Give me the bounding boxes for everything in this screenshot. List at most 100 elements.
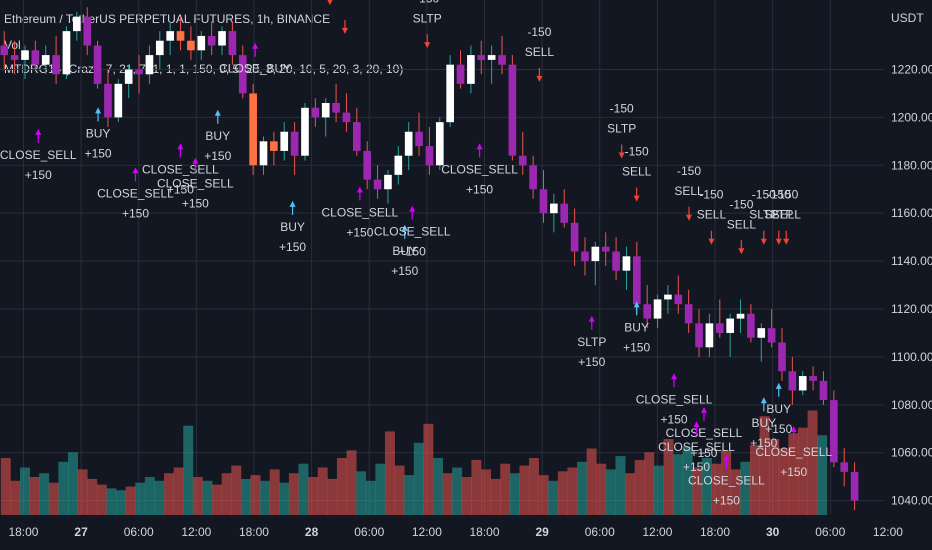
volume-bar [452, 467, 463, 515]
volume-bar [442, 473, 453, 515]
time-tick-label: 18:00 [469, 525, 499, 539]
candle-body [62, 31, 71, 75]
candle-body [21, 50, 29, 60]
candle-body [819, 380, 828, 401]
price-tick-label: 1180.00 [891, 158, 932, 172]
buy-arrow-icon [401, 224, 408, 239]
candle-body [373, 179, 382, 190]
candle-body [290, 131, 299, 156]
price-tick-label: 1140.00 [891, 254, 932, 268]
signal-label: +150 [661, 412, 688, 426]
candle-body [93, 45, 102, 84]
candle-body [508, 64, 517, 156]
candle-body [653, 299, 662, 319]
signal-label: +150 [182, 197, 209, 211]
signal-label: CLOSE_SELL [666, 426, 743, 440]
volume-bar [212, 484, 223, 515]
candle-body [446, 64, 454, 123]
signal-label: BUY [751, 416, 776, 430]
volume-bar [394, 465, 405, 515]
volume-bar [663, 439, 674, 515]
candle-body [695, 323, 703, 348]
close-arrow-icon [476, 143, 483, 158]
candle-body [83, 16, 92, 46]
volume-bar [39, 473, 50, 515]
candle-body [456, 64, 465, 84]
candle-body [52, 55, 60, 75]
signal-label: -150 [527, 25, 551, 39]
signal-label: BUY [624, 320, 649, 334]
signal-label: CLOSE_SELL [157, 177, 234, 191]
candle-body [73, 16, 81, 32]
close-arrow-icon [356, 186, 363, 201]
volume-bar [625, 473, 636, 515]
volume-bar [404, 475, 415, 515]
signal-label: SELL [674, 184, 704, 198]
candle-body [124, 69, 133, 84]
volume-bar [336, 458, 347, 515]
volume-bar [106, 488, 117, 515]
close-arrow-icon [132, 167, 139, 182]
candle-body [539, 189, 548, 214]
close-arrow-icon [177, 143, 184, 158]
candle-body [612, 251, 620, 271]
volume-bar [317, 467, 328, 515]
close-arrow-icon [693, 421, 700, 436]
signal-label: +150 [466, 182, 493, 196]
signal-label: +150 [683, 460, 710, 474]
close-arrow-icon [671, 373, 678, 388]
volume-bar [250, 475, 261, 515]
close-arrow-icon [723, 454, 730, 469]
candle-body [114, 83, 123, 118]
candle-body [622, 256, 631, 271]
volume-bar [154, 480, 165, 515]
volume-bar [384, 431, 395, 515]
buy-arrow-icon [289, 200, 296, 215]
signal-label: -150 [610, 101, 634, 115]
sell-arrow-icon [633, 187, 640, 202]
candle-body [830, 400, 838, 463]
price-tick-label: 1200.00 [891, 110, 932, 124]
volume-bar [557, 471, 568, 515]
candle-body [301, 107, 309, 156]
candle-body [10, 55, 19, 60]
candle-body [809, 376, 817, 381]
volume-bar [471, 459, 482, 515]
candle-body [591, 246, 600, 262]
volume-bar [298, 463, 309, 515]
volume-bar [529, 458, 540, 515]
buy-arrow-icon [214, 109, 221, 124]
volume-bar [423, 423, 434, 515]
signal-label: CLOSE_SELL [0, 148, 77, 162]
signal-label: -150 [677, 164, 701, 178]
candle-body [384, 174, 392, 190]
volume-bar [327, 478, 338, 515]
sell-arrow-icon [327, 0, 333, 6]
candle-body [840, 462, 849, 472]
candle-body [187, 40, 195, 51]
candle-body [518, 155, 527, 166]
volume-bar [269, 469, 280, 515]
close-arrow-icon [588, 315, 595, 330]
candle-body [570, 222, 579, 252]
volume-bar [797, 427, 808, 515]
candle-body [684, 304, 693, 324]
volume-bar [96, 484, 107, 515]
candle-body [135, 69, 143, 75]
volume-bar [644, 452, 655, 515]
sell-arrow-icon [708, 230, 715, 245]
signal-label: +150 [750, 436, 777, 450]
volume-bar [116, 490, 126, 515]
volume-bar [87, 478, 98, 515]
signal-label: +150 [122, 206, 149, 220]
time-tick-label: 12:00 [181, 525, 211, 539]
volume-bar [279, 482, 290, 515]
volume-bar [29, 477, 40, 515]
sell-arrow-icon [760, 230, 767, 245]
signal-label: +150 [713, 494, 740, 508]
volume-bar [240, 478, 251, 515]
candle-body [550, 203, 558, 214]
time-tick-label: 06:00 [815, 525, 845, 539]
volume-bar [721, 450, 732, 515]
